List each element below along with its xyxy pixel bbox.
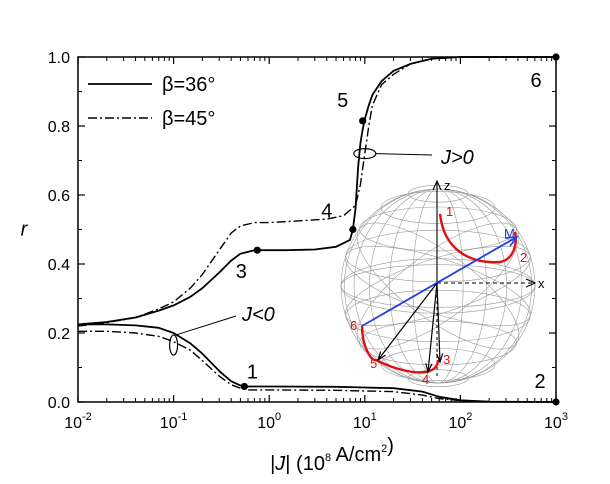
- x-tick-label: 102: [448, 411, 472, 432]
- z-axis-arrowhead: [432, 179, 442, 191]
- sphere-number-5: 5: [370, 356, 377, 371]
- state-vector: [427, 282, 438, 373]
- state-vector: [436, 282, 441, 363]
- x-axis-label: x: [538, 276, 545, 291]
- sphere-number-4: 4: [422, 372, 429, 387]
- annotation-leader-jpos: [375, 153, 433, 156]
- point-label-4: 4: [321, 201, 332, 223]
- point-marker-3: [253, 246, 261, 254]
- y-tick-label: 0.4: [48, 257, 70, 274]
- point-label-3: 3: [236, 261, 247, 283]
- y-tick-label: 0.2: [48, 326, 70, 343]
- axes: 10-2 10-1 100 101 102 103 0.0 0.2 0.4 0.6 0.8 1.0 |J…: [21, 50, 568, 475]
- x-tick-label: 10-1: [160, 411, 188, 432]
- legend-label: β=36°: [162, 74, 215, 96]
- y-tick-label: 0.0: [48, 395, 70, 412]
- annotation-label-jpos: J>0: [440, 147, 474, 169]
- y-axis-title: r: [21, 219, 29, 241]
- state-vector-arrowhead: [436, 353, 444, 364]
- trajectory-lower: [360, 325, 440, 374]
- sphere-number-3: 3: [443, 352, 450, 367]
- trajectory-upper: [438, 213, 517, 264]
- sphere-meridian: [369, 188, 507, 384]
- sphere-number-2: 2: [520, 250, 527, 265]
- x-tick-label: 101: [353, 411, 377, 432]
- x-axis-arrowhead: [525, 278, 537, 288]
- sphere-latitude: [407, 185, 469, 203]
- annotation-leader-jneg: [175, 315, 237, 336]
- series-line: [77, 56, 556, 327]
- point-label-1: 1: [247, 361, 258, 383]
- y-tick-label: 0.8: [48, 119, 70, 136]
- magnetization-arrowhead: [504, 236, 519, 247]
- point-label-6: 6: [530, 70, 541, 92]
- series-layer: [77, 56, 557, 403]
- sphere-number-6: 6: [350, 318, 357, 333]
- sphere-latitude: [345, 289, 531, 343]
- sphere-latitude: [345, 229, 531, 283]
- point-marker-4: [349, 225, 357, 234]
- annotations: J>0 J<0: [169, 147, 474, 356]
- sphere-meridian: [353, 188, 523, 384]
- magnetization-label: M: [504, 226, 515, 241]
- sphere-latitude: [359, 206, 517, 252]
- point-marker-5: [359, 117, 367, 125]
- sphere-meridian: [412, 188, 464, 384]
- sphere-inset: z x M 1 2 34 5 6: [340, 178, 545, 387]
- state-vector: [377, 282, 438, 361]
- sphere-latitude: [380, 191, 496, 224]
- sphere-meridian: [389, 188, 487, 384]
- state-vector-arrowhead: [376, 351, 386, 362]
- sphere-meridian: [344, 188, 532, 384]
- sphere-great-circle: [345, 246, 531, 326]
- point-label-2: 2: [534, 371, 545, 393]
- x-tick-label: 103: [544, 411, 568, 432]
- sphere-great-circle: [345, 246, 531, 326]
- point-marker-6: [552, 53, 560, 61]
- sphere-latitude: [380, 348, 496, 381]
- z-axis-label: z: [444, 178, 451, 193]
- state-vector-arrowhead: [425, 363, 433, 374]
- series-line: [77, 56, 556, 326]
- point-label-5: 5: [337, 90, 348, 112]
- annotation-label-jneg: J<0: [241, 304, 275, 326]
- legend: β=36° β=45°: [88, 74, 215, 130]
- legend-label: β=45°: [162, 108, 215, 130]
- sphere-number-1: 1: [446, 204, 453, 219]
- magnetization-line: [361, 237, 516, 327]
- annotation-ellipse-jneg: [169, 334, 179, 356]
- point-marker-2: [552, 398, 560, 406]
- x-axis-title: |J| (108 A/cm2): [270, 435, 394, 475]
- plot-frame: [77, 56, 557, 403]
- y-tick-label: 0.6: [48, 188, 70, 205]
- y-tick-label: 1.0: [48, 50, 70, 67]
- x-tick-label: 100: [257, 411, 281, 432]
- point-marker-1: [240, 382, 248, 391]
- x-tick-label: 10-2: [64, 411, 92, 432]
